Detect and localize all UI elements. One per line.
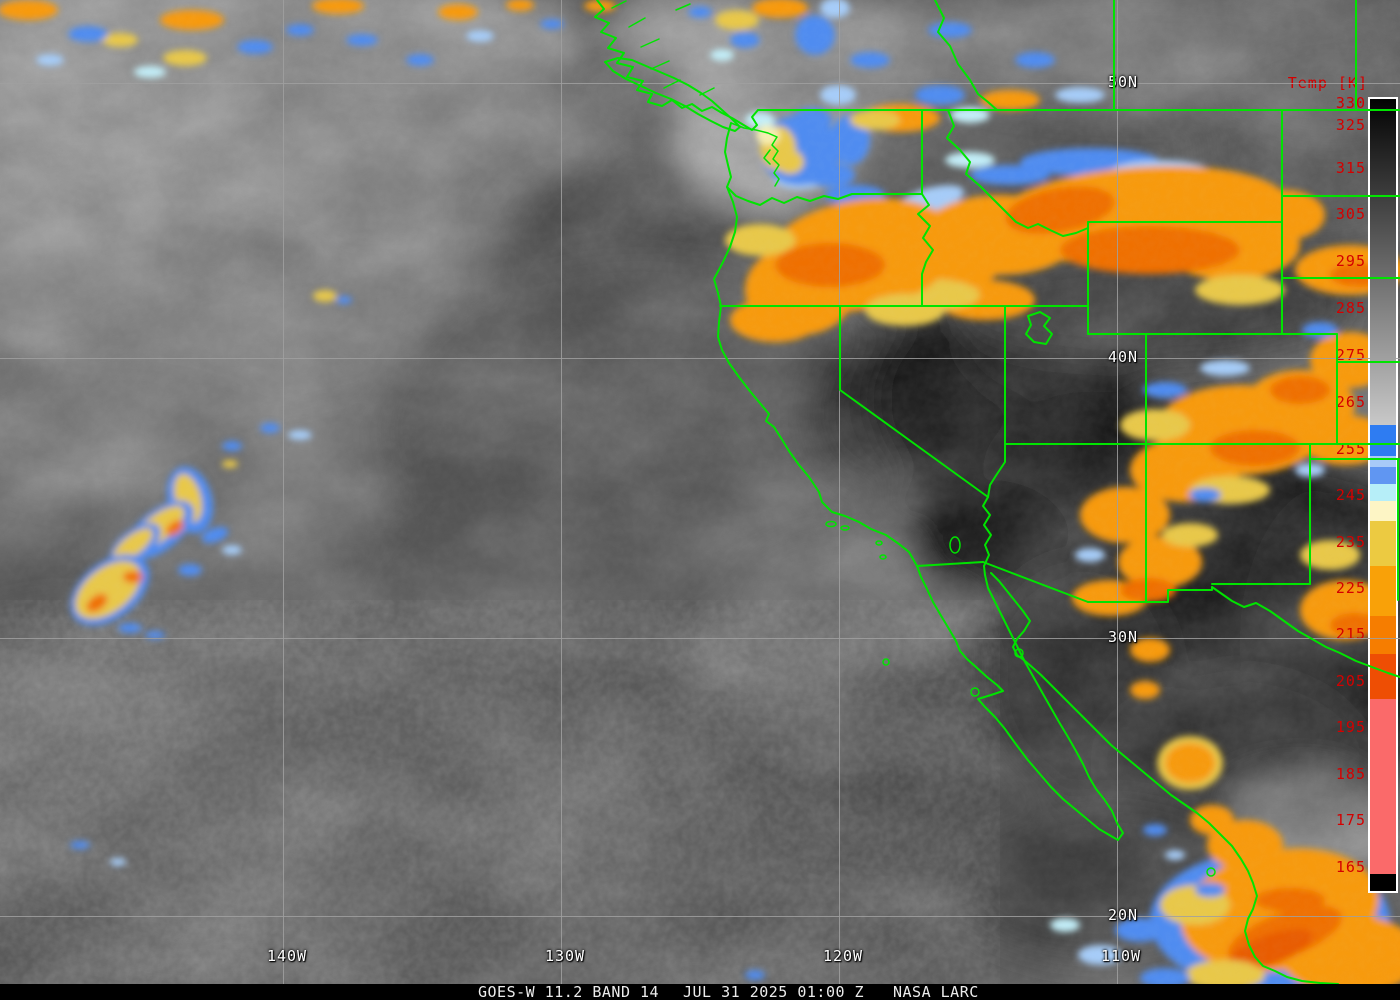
caption-timestamp: JUL 31 2025 01:00 Z [683,983,865,1000]
longitude-label: 120W [822,947,864,965]
colorbar-tick-label: 305 [1335,205,1366,223]
longitude-gridline [1117,0,1118,984]
colorbar-segment [1370,699,1396,874]
colorbar-tick-label: 215 [1335,625,1366,643]
colorbar-tick-label: 245 [1335,486,1366,504]
colorbar-tick-label: 285 [1335,299,1366,317]
longitude-label: 140W [266,947,308,965]
caption-bar: GOES-W 11.2 BAND 14 JUL 31 2025 01:00 Z … [0,984,1400,1000]
longitude-gridline [561,0,562,984]
caption-credit: NASA LARC [893,983,979,1000]
colorbar-tick-label: 295 [1335,252,1366,270]
colorbar-segment [1370,484,1396,501]
colorbar-tick-label: 275 [1335,346,1366,364]
colorbar-tick-label: 165 [1335,858,1366,876]
longitude-label: 110W [1100,947,1142,965]
colorbar-tick-label: 330 [1335,94,1366,112]
colorbar-tick-label: 255 [1335,440,1366,458]
colorbar-segment [1370,425,1396,456]
colorbar-segment [1370,616,1396,654]
colorbar-segment [1370,467,1396,484]
colorbar-tick-label: 225 [1335,579,1366,597]
latitude-gridline [0,83,1400,84]
colorbar-segment [1370,99,1396,425]
colorbar-segment [1370,874,1396,891]
colorbar-segment [1370,521,1396,566]
caption-satellite-band: GOES-W 11.2 BAND 14 [478,983,660,1000]
latitude-gridline [0,916,1400,917]
colorbar-tick-label: 185 [1335,765,1366,783]
latitude-label: 20N [1107,906,1139,924]
latitude-gridline [0,638,1400,639]
colorbar-tick-label: 175 [1335,811,1366,829]
colorbar-segment [1370,456,1396,467]
colorbar-tick-label: 325 [1335,116,1366,134]
longitude-label: 130W [544,947,586,965]
colorbar-segment [1370,566,1396,616]
latitude-label: 30N [1107,628,1139,646]
colorbar-tick-label: 205 [1335,672,1366,690]
colorbar-segment [1370,654,1396,699]
latitude-gridline [0,358,1400,359]
colorbar-tick-label: 315 [1335,159,1366,177]
colorbar-tick-label: 195 [1335,718,1366,736]
colorbar-tick-label: 235 [1335,533,1366,551]
latitude-label: 50N [1107,73,1139,91]
longitude-gridline [839,0,840,984]
latitude-label: 40N [1107,348,1139,366]
longitude-gridline [283,0,284,984]
colorbar-tick-label: 265 [1335,393,1366,411]
colorbar-segment [1370,501,1396,521]
temperature-colorbar [1368,97,1398,893]
